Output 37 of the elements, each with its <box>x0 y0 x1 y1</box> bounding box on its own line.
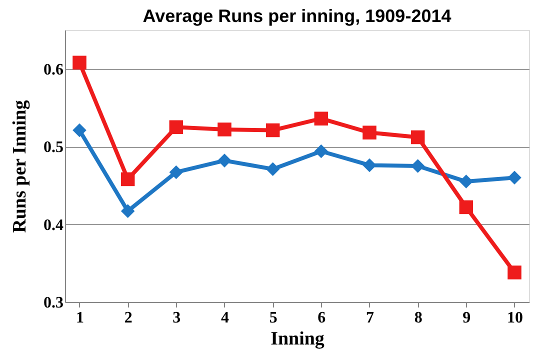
x-tick-label: 9 <box>462 310 471 326</box>
y-tick-label: 0.4 <box>44 216 64 234</box>
y-axis-title: Runs per Inning <box>10 100 30 233</box>
point <box>410 130 425 144</box>
point <box>120 172 135 186</box>
point <box>218 122 232 136</box>
x-tick-label: 10 <box>507 310 523 326</box>
point <box>72 56 86 70</box>
point <box>508 170 522 185</box>
chart-title: Average Runs per inning, 1909-2014 <box>142 6 452 26</box>
point <box>218 154 232 168</box>
x-tick-label: 2 <box>124 310 132 326</box>
y-tick-label: 0.5 <box>44 139 64 156</box>
point <box>72 123 86 138</box>
point <box>169 120 184 134</box>
y-tick-label: 0.3 <box>44 294 64 312</box>
x-tick-label: 4 <box>221 310 229 326</box>
point <box>362 158 376 172</box>
point <box>459 174 474 188</box>
x-tick-label: 8 <box>414 310 422 326</box>
x-axis-title: Inning <box>270 328 325 350</box>
x-tick-label: 5 <box>269 310 278 326</box>
point <box>266 123 280 138</box>
y-tick-label: 0.6 <box>44 61 64 78</box>
x-tick-label: 1 <box>76 310 84 326</box>
point <box>459 200 474 214</box>
point <box>362 126 376 140</box>
x-tick-label: 7 <box>366 310 374 326</box>
point <box>120 204 135 218</box>
x-tick-label: 3 <box>172 310 181 326</box>
point <box>314 112 328 126</box>
x-tick-label: 6 <box>318 310 326 326</box>
point <box>508 266 522 280</box>
point <box>169 165 184 180</box>
point <box>410 159 425 173</box>
point <box>266 162 280 176</box>
point <box>314 144 328 158</box>
